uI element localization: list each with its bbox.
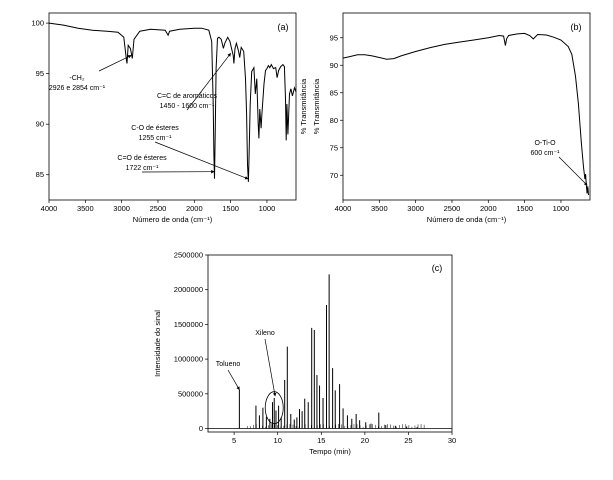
annotation-arrow	[227, 369, 240, 391]
x-tick-label: 30	[448, 436, 456, 445]
annotation-text: C=C de aromáticos	[157, 93, 218, 100]
y-tick-label: 90	[330, 61, 338, 70]
annotation-arrow	[98, 55, 132, 72]
y-axis-label: % Transmitância	[299, 78, 308, 134]
x-tick-label: 15	[317, 436, 325, 445]
annotation-text: C=O de ésteres	[117, 155, 167, 162]
annotation-text: 1722 cm⁻¹	[126, 165, 160, 172]
x-tick-label: 3500	[77, 204, 94, 213]
y-tick-label: 0	[199, 424, 203, 433]
panel-label: (c)	[432, 263, 443, 273]
y-tick-label: 95	[36, 69, 44, 78]
y-tick-label: 95	[330, 33, 338, 42]
annotation-text: O-Ti-O	[534, 140, 556, 147]
annotation-arrow	[558, 156, 588, 186]
chart-a: 4000 3500 3000 2500 2000 1500 1000 85 90 95 100 Núm…	[31, 12, 308, 224]
annotation-text: 2926 e 2854 cm⁻¹	[49, 85, 106, 92]
y-tick-label: 70	[330, 171, 338, 180]
y-axis-label: Intensidade do sinal	[153, 310, 162, 377]
annotation-arrow	[264, 338, 277, 397]
annotation-text: Xileno	[255, 330, 275, 337]
x-tick-label: 20	[361, 436, 369, 445]
y-tick-label: 85	[36, 170, 44, 179]
x-tick-label: 3500	[371, 204, 388, 213]
y-tick-label: 75	[330, 143, 338, 152]
x-tick-label: 1000	[553, 204, 570, 213]
x-tick-label: 2000	[186, 204, 203, 213]
y-tick-label: 100	[31, 19, 44, 28]
y-tick-label: 1000000	[174, 355, 203, 364]
x-tick-label: 1500	[222, 204, 239, 213]
plot-frame	[342, 12, 591, 201]
x-tick-label: 4000	[41, 204, 58, 213]
annotation-arrow	[154, 141, 249, 180]
y-tick-label: 1500000	[174, 320, 203, 329]
spectrum-line	[342, 32, 589, 196]
x-tick-label: 5	[232, 436, 236, 445]
chart-c: 5 10 15 20 25 30 0 500000 1000000 1500000 2000000 2…	[153, 251, 456, 457]
y-tick-label: 2500000	[174, 251, 203, 260]
chart-b: 4000 3500 3000 2500 2000 1500 1000 70 75 80 85 90 95…	[312, 12, 591, 224]
panel-label: (b)	[571, 22, 582, 32]
x-axis-label: Número de onda (cm⁻¹)	[427, 215, 507, 224]
annotation-text: 1450 - 1600 cm⁻¹	[160, 103, 215, 110]
annotation-text: Tolueno	[216, 361, 241, 368]
plot-frame	[48, 12, 297, 201]
x-tick-label: 3000	[113, 204, 130, 213]
x-axis-label: Número de onda (cm⁻¹)	[133, 215, 213, 224]
annotation-arrow	[186, 52, 231, 111]
x-tick-label: 2500	[444, 204, 461, 213]
panel-label: (a)	[278, 22, 289, 32]
annotation-text: 1255 cm⁻¹	[139, 135, 173, 142]
spectrum-line	[48, 22, 297, 182]
x-axis-label: Tempo (min)	[309, 447, 351, 456]
x-tick-label: 3000	[407, 204, 424, 213]
y-tick-label: 90	[36, 120, 44, 129]
y-tick-label: 500000	[178, 389, 203, 398]
y-axis-label: % Transmitância	[312, 78, 321, 134]
annotation-text: C-O de ésteres	[131, 125, 179, 132]
x-tick-label: 2500	[150, 204, 167, 213]
x-tick-label: 10	[274, 436, 282, 445]
annotation-text: 600 cm⁻¹	[531, 150, 561, 157]
annotation-text: -CH₂	[69, 75, 84, 82]
y-tick-label: 85	[330, 88, 338, 97]
y-tick-label: 2000000	[174, 285, 203, 294]
x-tick-label: 2000	[480, 204, 497, 213]
x-tick-label: 1000	[259, 204, 276, 213]
y-tick-label: 80	[330, 116, 338, 125]
x-tick-label: 4000	[335, 204, 352, 213]
x-tick-label: 25	[404, 436, 412, 445]
x-tick-label: 1500	[516, 204, 533, 213]
plot-frame	[207, 254, 453, 433]
